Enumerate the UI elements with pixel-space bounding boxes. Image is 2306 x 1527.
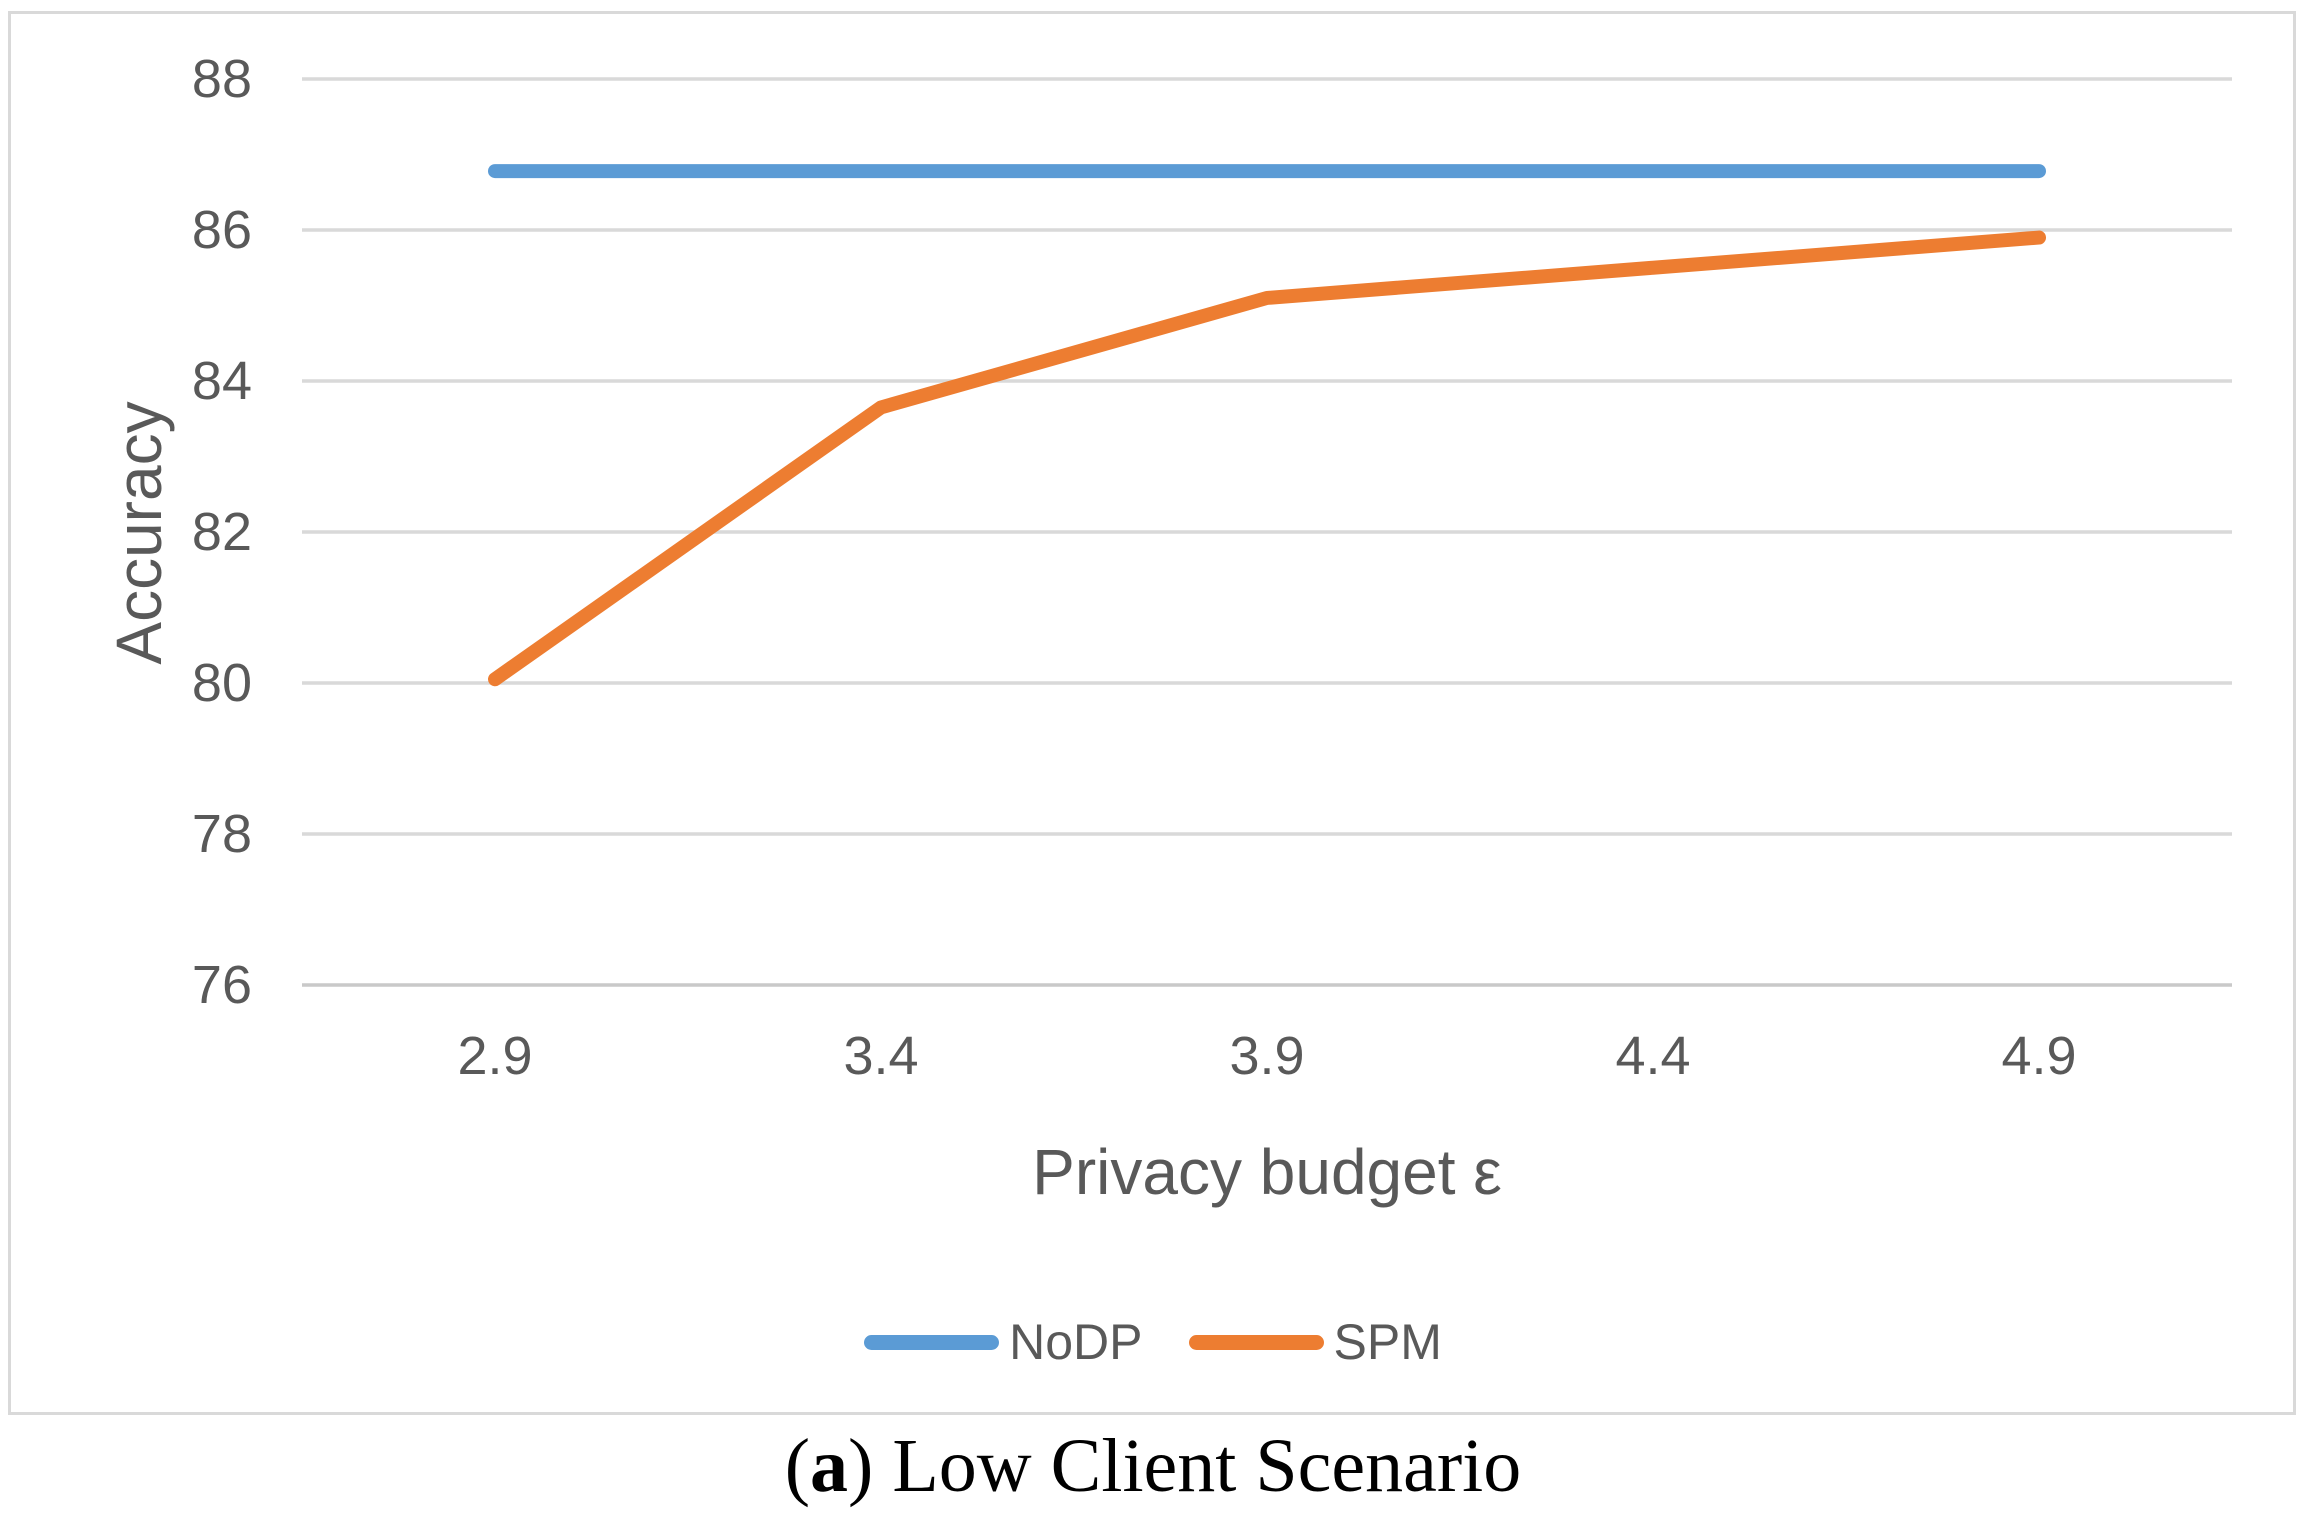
y-tick-label-80: 80 [191,653,252,713]
y-tick-label-82: 82 [191,502,252,562]
caption-paren-close: ) [848,1424,874,1508]
y-tick-label-84: 84 [191,351,252,411]
y-tick-label-86: 86 [191,200,252,260]
chart-legend: NoDP SPM [0,1312,2306,1372]
legend-label-nodp: NoDP [1009,1314,1143,1370]
legend-item-spm: SPM [1188,1312,1442,1372]
figure-caption: (a) Low Client Scenario [0,1420,2306,1520]
x-tick-label-3.9: 3.9 [1229,1026,1305,1086]
series-line-spm [488,230,2046,687]
caption-paren-open: ( [784,1424,811,1508]
caption-text: Low Client Scenario [873,1424,1522,1508]
legend-item-nodp: NoDP [864,1312,1143,1372]
legend-label-spm: SPM [1333,1314,1442,1370]
legend-swatch-spm [1188,1334,1324,1350]
x-tick-label-4.9: 4.9 [2001,1026,2077,1086]
x-axis-title: Privacy budget ε [1032,1136,1502,1208]
y-tick-label-78: 78 [191,804,252,864]
x-tick-label-3.4: 3.4 [843,1026,919,1086]
x-tick-label-4.4: 4.4 [1615,1026,1691,1086]
y-axis-title: Accuracy [103,401,175,665]
y-tick-label-88: 88 [191,49,252,109]
y-tick-label-76: 76 [191,955,252,1015]
x-tick-label-2.9: 2.9 [457,1026,533,1086]
caption-marker: a [810,1424,849,1508]
legend-swatch-nodp [864,1334,1000,1350]
